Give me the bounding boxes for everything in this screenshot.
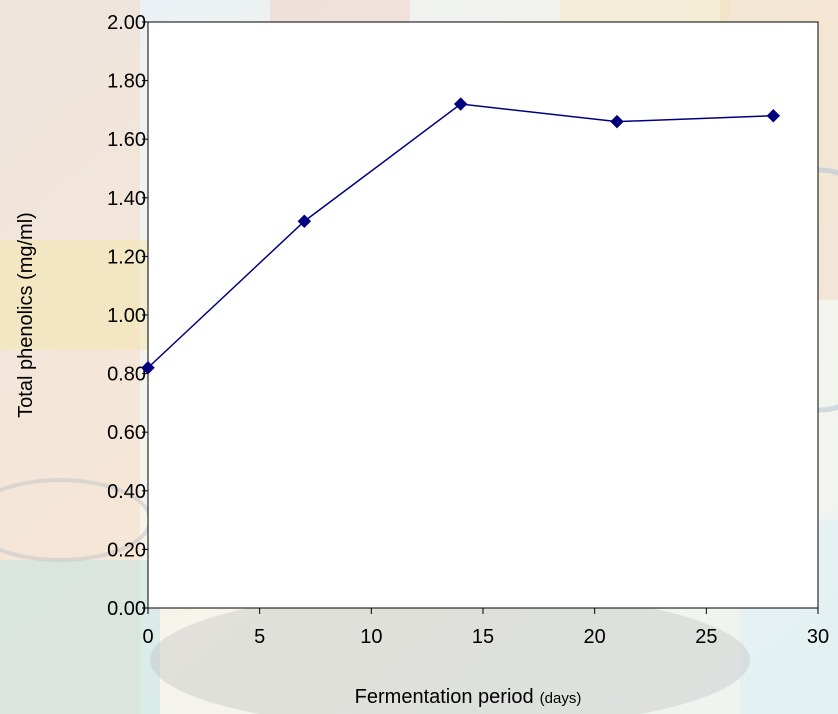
x-tick-label: 10 bbox=[360, 626, 382, 648]
y-tick-label: 1.60 bbox=[107, 129, 146, 151]
data-point-marker bbox=[610, 114, 624, 129]
y-tick-label: 1.00 bbox=[107, 305, 146, 327]
y-tick-label: 2.00 bbox=[107, 12, 146, 34]
y-axis-ticks: 0.00 0.20 0.40 0.60 0.80 1.00 1.20 1.40 1.60 1.80… bbox=[107, 12, 148, 620]
x-axis-title-unit: (days) bbox=[540, 690, 582, 707]
y-tick-label: 0.40 bbox=[107, 481, 146, 503]
y-tick-label: 1.20 bbox=[107, 246, 146, 268]
x-axis-title: Fermentation period (days) bbox=[355, 686, 582, 708]
y-axis-title: Total phenolics (mg/ml) bbox=[15, 212, 37, 418]
plot-area bbox=[147, 21, 819, 609]
series-layer bbox=[141, 97, 781, 375]
x-tick-label: 30 bbox=[807, 626, 829, 648]
data-point-marker bbox=[453, 97, 468, 111]
y-tick-label: 0.00 bbox=[107, 598, 146, 620]
y-tick-label: 0.80 bbox=[107, 364, 146, 386]
x-tick-label: 15 bbox=[472, 626, 494, 648]
x-axis-ticks: 0 5 10 15 20 25 30 bbox=[142, 608, 829, 648]
x-tick-label: 25 bbox=[695, 626, 717, 648]
y-tick-label: 1.40 bbox=[107, 188, 146, 210]
data-point-marker bbox=[141, 361, 155, 375]
y-tick-label: 0.60 bbox=[107, 422, 146, 444]
y-tick-label: 1.80 bbox=[107, 71, 146, 93]
x-axis-title-text: Fermentation period bbox=[355, 686, 534, 708]
x-tick-label: 5 bbox=[254, 626, 265, 648]
y-tick-label: 0.20 bbox=[107, 539, 146, 561]
data-point-marker bbox=[297, 214, 312, 228]
x-tick-label: 20 bbox=[584, 626, 606, 648]
x-tick-label: 0 bbox=[142, 626, 153, 648]
data-point-marker bbox=[766, 109, 781, 123]
